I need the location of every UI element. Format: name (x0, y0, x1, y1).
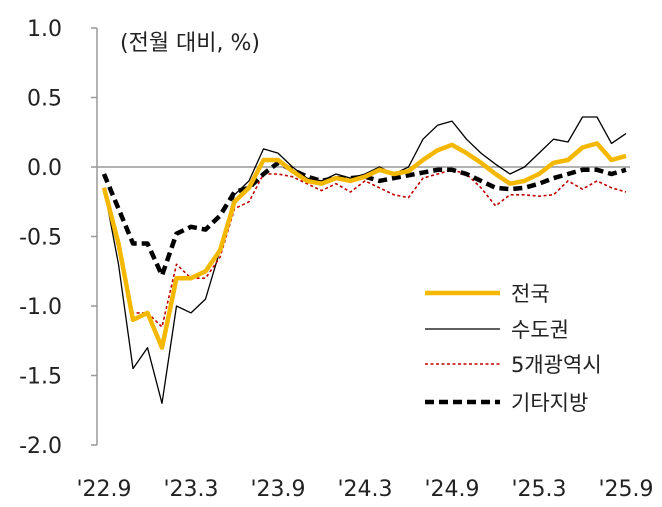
y-tick-label: 0.0 (27, 156, 62, 181)
y-tick-label: 0.5 (27, 87, 62, 112)
axes: 1.0 0.5 0.0 -0.5 -1.0 -1.5 -2.0 '22.9 '23.3 '23.9… (19, 17, 653, 502)
series-lines (101, 116, 627, 404)
unit-label: (전월 대비, %) (120, 31, 260, 56)
legend-label: 전국 (511, 282, 550, 306)
x-tick-label: '23.9 (250, 477, 305, 502)
y-tick-label: 1.0 (27, 17, 62, 42)
y-tick-label: -0.5 (19, 226, 62, 251)
x-tick-label: '24.9 (424, 477, 479, 502)
series-line-1 (103, 116, 627, 404)
series-line-2 (103, 169, 627, 328)
y-tick-label: -2.0 (19, 434, 62, 459)
legend-label: 5개광역시 (511, 353, 602, 377)
y-tick-label: -1.0 (19, 295, 62, 320)
x-tick-label: '25.3 (511, 477, 566, 502)
legend-label: 기타지방 (511, 391, 588, 415)
x-tick-label: '25.9 (598, 477, 653, 502)
series-line-0 (101, 141, 627, 350)
y-tick-label: -1.5 (19, 365, 62, 390)
x-tick-label: '22.9 (76, 477, 131, 502)
x-tick-label: '24.3 (337, 477, 392, 502)
legend-label: 수도권 (511, 318, 569, 342)
x-tick-label: '23.3 (163, 477, 218, 502)
series-line-3 (101, 160, 627, 278)
